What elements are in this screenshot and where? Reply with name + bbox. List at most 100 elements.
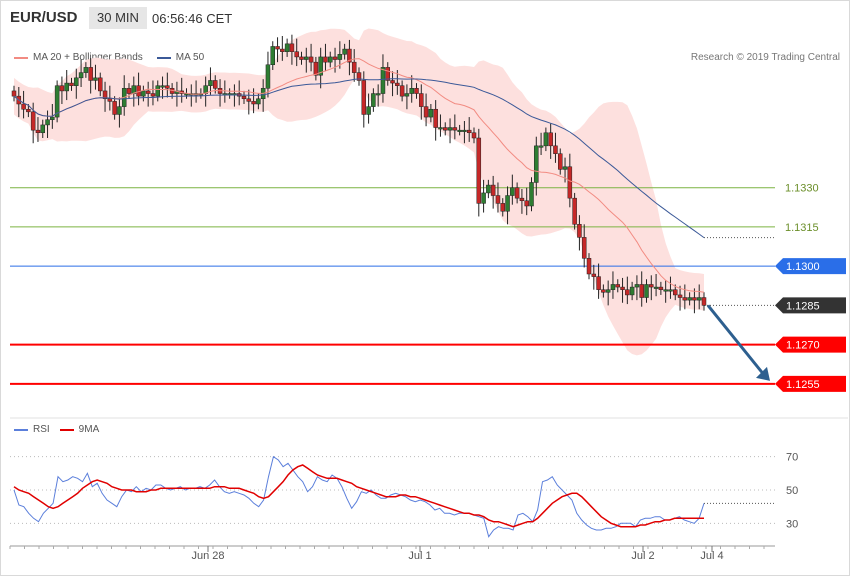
candle-body [93, 77, 98, 81]
candle-body [505, 195, 510, 212]
candle-body [304, 56, 309, 60]
candle-body [78, 72, 84, 79]
candle-body [658, 286, 664, 290]
candle-body [615, 284, 620, 288]
candle-body [543, 132, 549, 147]
level-label-target: 1.1330 [785, 183, 819, 195]
candle-body [663, 289, 668, 292]
candle-body [586, 258, 592, 275]
candle [308, 43, 314, 72]
candle-body [361, 80, 367, 115]
candle [155, 80, 160, 102]
candle [610, 271, 616, 299]
candle-body [567, 166, 573, 199]
candle-body [318, 56, 323, 76]
candle [428, 104, 434, 123]
candle [500, 198, 505, 217]
candle-body [510, 187, 515, 196]
candle-body [577, 224, 582, 238]
candle-body [500, 203, 505, 212]
candle [677, 285, 683, 311]
candle [524, 187, 529, 216]
candle-body [581, 237, 587, 259]
candle-body [323, 56, 328, 63]
candle-body [102, 90, 108, 100]
candle [639, 271, 644, 307]
candle-body [275, 46, 280, 50]
candle-body [332, 56, 338, 60]
candle-body [390, 80, 395, 84]
candle-body [280, 48, 285, 52]
candle [351, 49, 357, 82]
candle-body [562, 166, 568, 170]
candle-body [404, 93, 410, 97]
candle [543, 127, 549, 152]
candle [605, 280, 611, 306]
candle [476, 128, 482, 217]
bollinger-band [14, 28, 704, 356]
candle-body [308, 56, 314, 63]
candle-body [265, 64, 271, 89]
candle [342, 43, 347, 60]
candle-body [644, 284, 649, 298]
candle [323, 43, 328, 72]
ma20-swatch [14, 56, 28, 59]
candle-body [64, 82, 69, 92]
candle [332, 47, 338, 73]
candle [701, 292, 707, 311]
candle [318, 47, 323, 89]
candle [692, 288, 697, 314]
candle [457, 124, 462, 136]
x-tick-label: Jul 1 [408, 550, 431, 562]
candle [160, 76, 165, 99]
candle-body [625, 289, 630, 296]
candle-body [11, 90, 17, 97]
candle [581, 224, 587, 268]
candle-body [524, 200, 529, 207]
candle-body [534, 145, 539, 183]
candle [280, 36, 285, 61]
ma20-line [13, 58, 705, 293]
level-tag-support [775, 336, 846, 353]
level-tag-support [775, 375, 846, 392]
candle [289, 34, 295, 65]
candle [625, 276, 630, 305]
candle-body [701, 297, 707, 306]
symbol-label: EUR/USD [10, 9, 78, 26]
candle-body [452, 127, 458, 131]
candle-body [495, 195, 501, 204]
candle [150, 80, 156, 106]
candle-body [337, 54, 343, 60]
candle [145, 81, 151, 107]
candle [486, 179, 491, 199]
candle-body [457, 129, 462, 132]
candle [112, 96, 117, 120]
timeframe-badge[interactable]: 30 MIN [89, 7, 147, 29]
candle [30, 102, 36, 144]
9ma-label: 9MA [78, 424, 100, 435]
candle [663, 280, 668, 303]
candle [423, 93, 429, 127]
candle-body [591, 273, 597, 277]
legend-9ma: 9MA [59, 424, 100, 435]
candle [586, 253, 592, 280]
candle-body [241, 95, 247, 100]
candle [328, 51, 333, 68]
candle-body [395, 82, 400, 86]
candle-body [26, 108, 31, 113]
candle-body [50, 116, 55, 120]
candle [404, 84, 410, 110]
candle [275, 37, 280, 63]
candle-body [155, 85, 160, 97]
candle-body [141, 90, 146, 97]
candle-body [634, 284, 640, 288]
candle-body [677, 294, 683, 298]
candle [447, 118, 453, 144]
candle [481, 179, 486, 213]
legend-ma50: MA 50 [156, 52, 204, 63]
rsi-tick-label: 30 [786, 518, 798, 530]
candle-body [284, 43, 290, 52]
candle [696, 284, 702, 310]
rsi-label: RSI [33, 424, 50, 435]
candle-body [30, 111, 36, 131]
